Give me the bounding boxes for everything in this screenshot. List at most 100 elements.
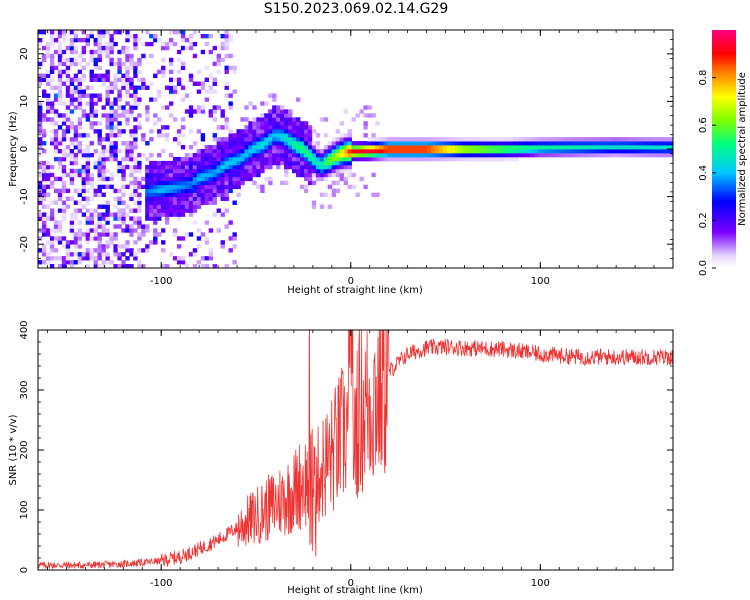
spectrogram-cell <box>629 152 634 158</box>
spectrogram-cell <box>220 168 225 174</box>
spectrogram-cell <box>192 141 198 146</box>
spectrogram-cell <box>161 264 166 268</box>
spectrogram-cell <box>117 212 122 217</box>
spectrogram-cell <box>101 113 106 118</box>
spectrogram-cell <box>101 81 106 86</box>
spectrogram-cell <box>77 89 83 94</box>
spectrogram-cell <box>553 145 559 150</box>
spectrogram-cell <box>129 164 134 170</box>
spectrogram-cell <box>121 212 126 217</box>
spectrogram-cell <box>565 152 571 158</box>
spectrogram-cell <box>85 232 90 237</box>
spectrogram-cell <box>327 172 333 178</box>
spectrogram-cell <box>371 172 376 178</box>
spectrogram-cell <box>589 149 595 154</box>
spectrogram-cell <box>57 85 63 90</box>
spectrogram-cell <box>204 152 210 158</box>
spectrogram-cell <box>331 149 337 154</box>
spectrogram-cell <box>196 149 202 154</box>
spectrogram-cell <box>307 156 313 162</box>
spectrogram-cell <box>196 228 202 233</box>
spectrogram-cell <box>137 164 142 170</box>
spectrogram-cell <box>165 192 170 197</box>
spectrogram-cell <box>292 141 297 146</box>
spectrogram-cell <box>192 41 198 47</box>
spectrogram-cell <box>192 188 198 194</box>
spectrogram-cell <box>470 137 475 142</box>
spectrogram-cell <box>284 137 289 142</box>
spectrogram-cell <box>232 236 237 241</box>
spectrogram-cell <box>81 152 87 158</box>
spectrogram-cell <box>69 41 75 47</box>
spectrogram-cell <box>165 200 170 205</box>
spectrogram-cell <box>69 97 75 102</box>
spectrogram-cell <box>288 152 293 158</box>
spectrogram-cell <box>311 168 317 174</box>
spectrogram-cell <box>256 152 261 158</box>
spectrogram-cell <box>220 244 225 249</box>
spectrogram-cell <box>299 184 305 190</box>
spectrogram-cell <box>192 30 198 35</box>
spectrogram-cell <box>149 184 154 190</box>
spectrogram-cell <box>89 85 94 90</box>
spectrogram-cell <box>105 73 110 78</box>
spectrogram-cell <box>355 149 360 154</box>
spectrogram-cell <box>109 129 114 134</box>
spectrogram-cell <box>69 264 75 268</box>
spectrogram-cell <box>355 156 360 162</box>
spectrogram-cell <box>252 180 257 186</box>
spectrogram-cell <box>81 57 87 63</box>
spectrogram-cell <box>188 176 194 182</box>
spectrogram-cell <box>105 137 110 142</box>
spectrogram-cell <box>391 141 396 146</box>
spectrogram-cell <box>240 172 245 178</box>
spectrogram-cell <box>69 212 75 217</box>
spectrogram-cell <box>73 236 79 241</box>
spectrogram-cell <box>403 149 408 154</box>
spectrogram-cell <box>57 33 63 39</box>
spectrogram-cell <box>196 196 202 201</box>
spectrogram-cell <box>141 248 146 253</box>
spectrogram-cell <box>97 65 102 71</box>
spectrogram-cell <box>387 152 392 158</box>
spectrogram-cell <box>121 109 126 114</box>
spectrogram-cell <box>224 188 229 194</box>
spectrogram-cell <box>244 149 249 154</box>
spectrogram-cell <box>232 89 237 94</box>
spectrogram-cell <box>244 145 249 150</box>
spectrogram-cell <box>97 256 102 261</box>
spectrogram-cell <box>192 53 198 59</box>
spectrogram-cell <box>61 81 67 86</box>
spectrogram-cell <box>292 164 297 170</box>
spectrogram-cell <box>137 152 142 158</box>
spectrogram-cell <box>113 216 118 221</box>
spectrogram-cell <box>240 149 245 154</box>
spectrogram-cell <box>216 156 221 162</box>
spectrogram-cell <box>367 141 372 146</box>
spectrogram-cell <box>438 137 444 142</box>
spectrogram-cell <box>41 232 47 237</box>
spectrogram-cell <box>133 85 138 90</box>
spectrogram-cell <box>661 141 666 146</box>
spectrogram-cell <box>268 133 273 138</box>
spectrogram-cell <box>343 145 348 150</box>
spectrogram-cell <box>430 149 436 154</box>
spectrogram-cell <box>157 176 162 182</box>
spectrogram-cell <box>41 57 47 63</box>
spectrogram-cell <box>224 184 229 190</box>
spectrogram-cell <box>172 180 178 186</box>
spectrogram-cell <box>295 152 301 158</box>
spectrogram-cell <box>276 117 281 122</box>
spectrogram-cell <box>264 160 269 166</box>
spectrogram-cell <box>605 152 610 158</box>
spectrogram-cell <box>165 85 170 90</box>
spectrogram-cell <box>53 109 59 114</box>
spectrogram-cell <box>601 152 606 158</box>
spectrogram-cell <box>387 145 392 150</box>
spectrogram-cell <box>307 133 313 138</box>
spectrogram-cell <box>403 145 408 150</box>
spectrogram-cell <box>216 184 221 190</box>
spectrogram-cell <box>264 145 269 150</box>
spectrogram-cell <box>53 149 59 154</box>
